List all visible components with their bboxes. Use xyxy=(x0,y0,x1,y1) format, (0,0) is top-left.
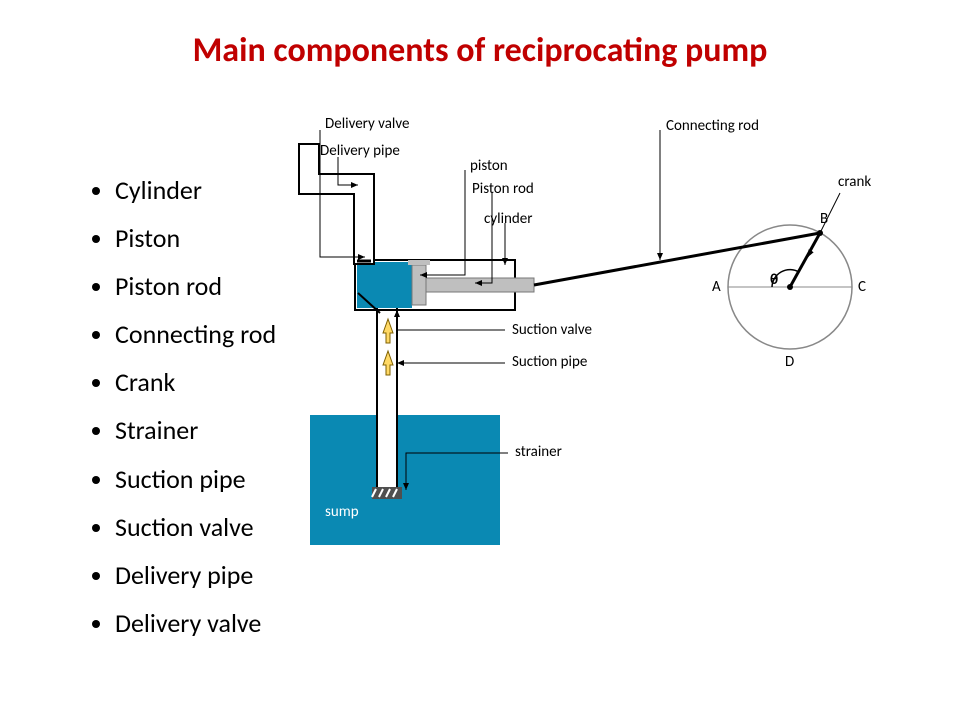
pump-diagram: Delivery valve Delivery pipe piston Piston … xyxy=(280,115,930,585)
label-C: C xyxy=(858,278,866,296)
label-suction_valve: Suction valve xyxy=(512,321,592,339)
label-delivery_pipe: Delivery pipe xyxy=(320,142,400,160)
list-item: Strainer xyxy=(115,406,276,454)
list-item: Suction pipe xyxy=(115,455,276,503)
list-item: Connecting rod xyxy=(115,310,276,358)
list-item: Piston xyxy=(115,214,276,262)
label-D: D xyxy=(785,353,794,371)
label-piston: piston xyxy=(470,157,508,175)
label-delivery_valve: Delivery valve xyxy=(325,115,409,133)
label-A: A xyxy=(712,278,721,296)
label-connecting_rod: Connecting rod xyxy=(666,117,759,135)
list-item: Piston rod xyxy=(115,262,276,310)
page-title: Main components of reciprocating pump xyxy=(0,0,960,71)
label-cylinder: cylinder xyxy=(484,210,532,228)
label-crank: crank xyxy=(838,173,871,191)
list-item: Delivery valve xyxy=(115,599,276,647)
label-B: B xyxy=(820,210,828,228)
label-suction_pipe: Suction pipe xyxy=(512,353,587,371)
label-piston_rod: Piston rod xyxy=(472,180,534,198)
list-item: Suction valve xyxy=(115,503,276,551)
list-item: Crank xyxy=(115,358,276,406)
label-sump: sump xyxy=(325,503,359,521)
list-item: Cylinder xyxy=(115,166,276,214)
component-list: Cylinder Piston Piston rod Connecting ro… xyxy=(55,166,276,647)
label-theta: θ xyxy=(770,271,778,289)
label-strainer: strainer xyxy=(515,443,562,461)
list-item: Delivery pipe xyxy=(115,551,276,599)
